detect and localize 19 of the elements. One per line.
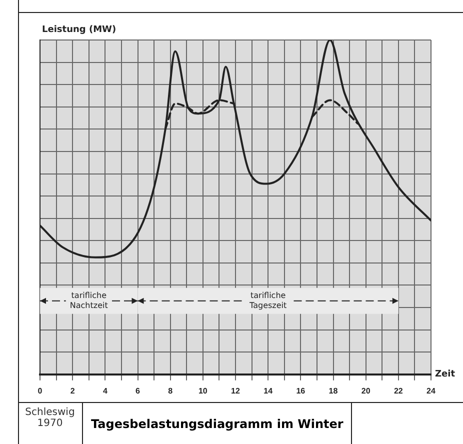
band-label: tarifliche Nachtzeit — [70, 290, 108, 310]
y-axis-title: Leistung (MW) — [42, 24, 116, 35]
x-tick-label: 12 — [231, 386, 240, 396]
x-tick-label: 14 — [264, 386, 274, 396]
x-tick-label: 8 — [168, 386, 174, 396]
x-tick-label: 16 — [296, 386, 306, 396]
x-tick-label: 10 — [198, 386, 208, 396]
band-label: tarifliche Tageszeit — [248, 290, 287, 310]
text: Schleswig 1970 — [18, 403, 83, 444]
text: Tagesbelastungsdiagramm im Winter — [83, 403, 352, 444]
x-axis-title: Zeit — [435, 370, 456, 380]
x-tick-label: 2 — [70, 386, 76, 396]
x-tick-label: 4 — [102, 386, 108, 396]
x-tick-label: 18 — [328, 386, 338, 396]
x-tick-label: 0 — [38, 386, 43, 396]
x-tick-label: 24 — [426, 386, 436, 396]
x-tick-label: 20 — [361, 386, 371, 396]
x-tick-label: 6 — [136, 386, 141, 396]
x-tick-label: 22 — [394, 386, 404, 396]
